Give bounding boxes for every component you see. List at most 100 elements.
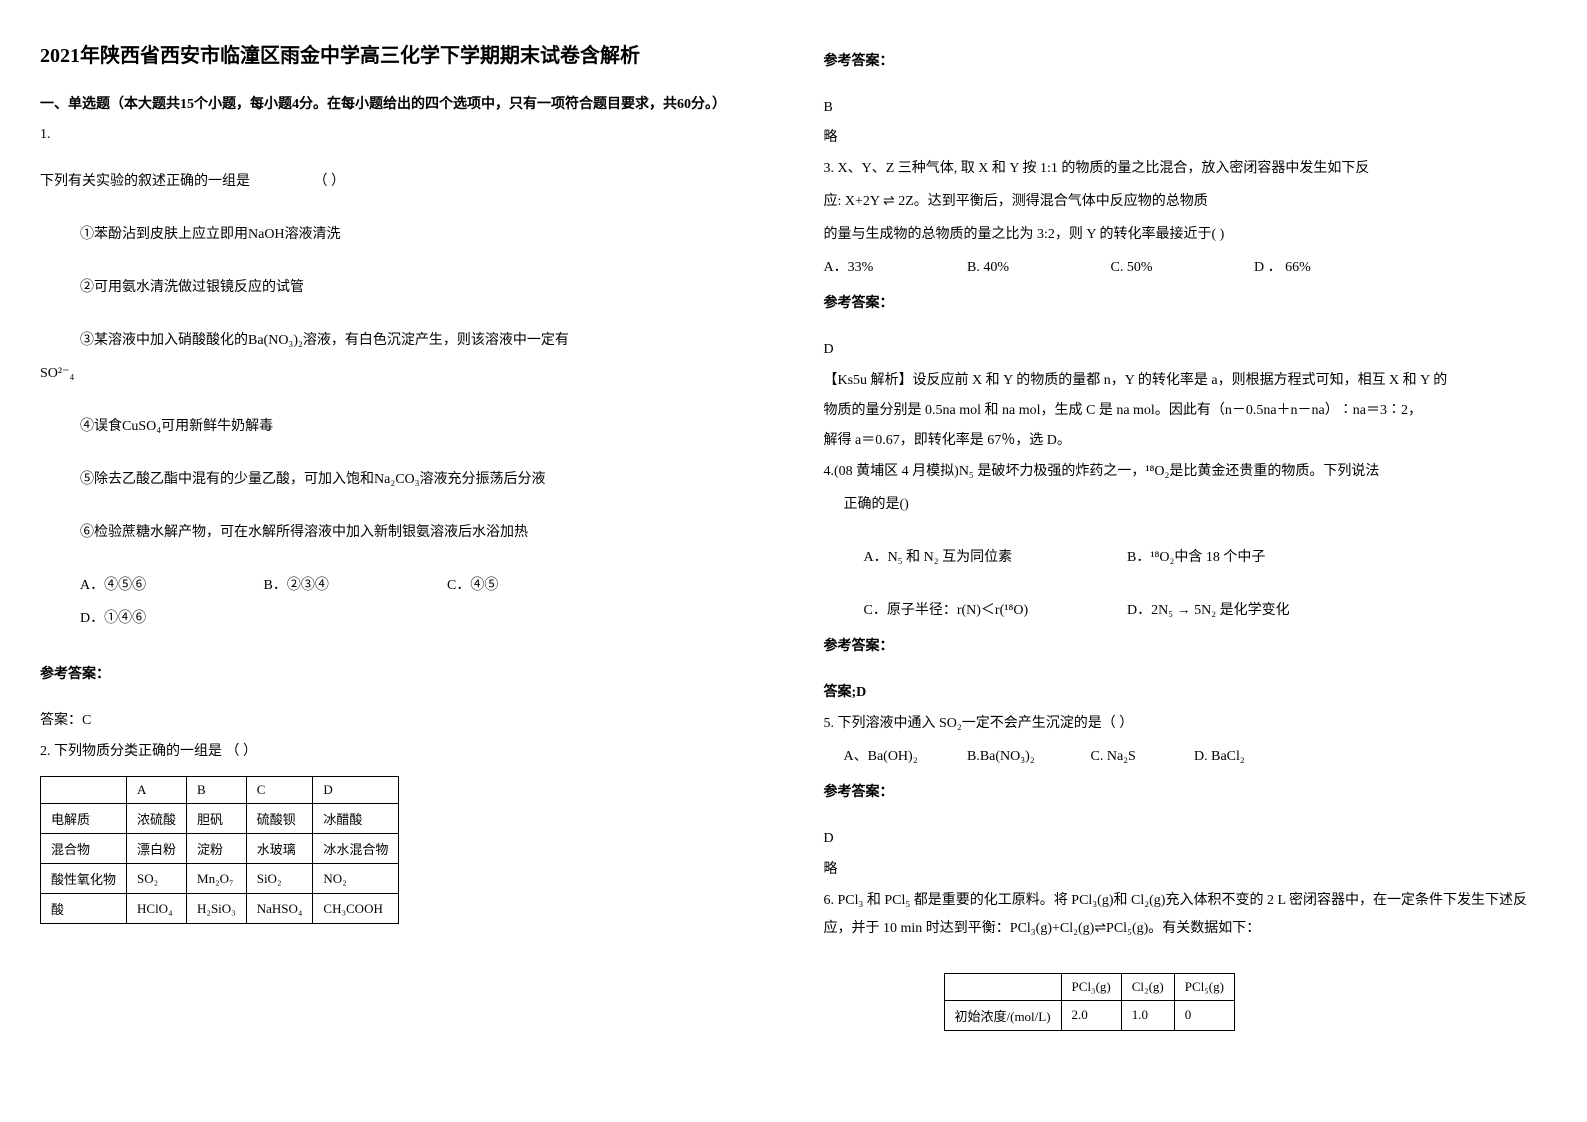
q3-opt-b: B. 40% bbox=[967, 254, 1107, 282]
cell: 1.0 bbox=[1121, 1000, 1174, 1030]
q1-answer: 答案：C bbox=[40, 708, 764, 733]
q1-opt-c: C．④⑤ bbox=[447, 572, 627, 600]
cell: 冰醋酸 bbox=[313, 804, 399, 834]
q3-text3: 的量与生成物的总物质的量之比为 3:2，则 Y 的转化率最接近于( ) bbox=[824, 221, 1548, 249]
q5-text: 5. 下列溶液中通入 SO₂一定不会产生沉淀的是（ ） bbox=[824, 710, 1548, 738]
right-column: 参考答案： B 略 3. X、Y、Z 三种气体, 取 X 和 Y 按 1:1 的… bbox=[824, 40, 1548, 1041]
cell: 2.0 bbox=[1061, 1000, 1121, 1030]
q1-item2: ②可用氨水清洗做过银镜反应的试管 bbox=[40, 274, 764, 302]
table-header-row: PCl₃(g) Cl₂(g) PCl₅(g) bbox=[944, 973, 1234, 1000]
q2-answer-label: 参考答案： bbox=[824, 50, 1548, 70]
q3-text2: 应: X+2Y ⇌ 2Z。达到平衡后，测得混合气体中反应物的总物质 bbox=[824, 188, 1548, 216]
th-pcl5: PCl₅(g) bbox=[1174, 973, 1234, 1000]
q4-text: 4.(08 黄埔区 4 月模拟)N₅ 是破坏力极强的炸药之一，¹⁸O₂是比黄金还… bbox=[824, 458, 1548, 486]
cell: 浓硫酸 bbox=[127, 804, 187, 834]
q1-item4: ④误食CuSO₄可用新鲜牛奶解毒 bbox=[40, 413, 764, 441]
q1-item3b: SO²⁻₄ bbox=[40, 360, 764, 388]
q6-text: 6. PCl₃ 和 PCl₅ 都是重要的化工原料。将 PCl₃(g)和 Cl₂(… bbox=[824, 887, 1548, 943]
cell: 漂白粉 bbox=[127, 834, 187, 864]
q4-opts-row1: A．N₅ 和 N₂ 互为同位素 B．¹⁸O₂中含 18 个中子 bbox=[824, 544, 1548, 572]
left-column: 2021年陕西省西安市临潼区雨金中学高三化学下学期期末试卷含解析 一、单选题（本… bbox=[40, 40, 764, 1041]
th-cl2: Cl₂(g) bbox=[1121, 973, 1174, 1000]
q1-item3: ③某溶液中加入硝酸酸化的Ba(NO₃)₂溶液，有白色沉淀产生，则该溶液中一定有 bbox=[40, 327, 764, 355]
table-row: 混合物 漂白粉 淀粉 水玻璃 冰水混合物 bbox=[41, 834, 399, 864]
q4-opts-row2: C．原子半径：r(N)＜r(¹⁸O) D．2N₅ → 5N₂ 是化学变化 bbox=[824, 597, 1548, 625]
q5-answer: D bbox=[824, 826, 1548, 851]
q5-opt-d: D. BaCl₂ bbox=[1194, 749, 1245, 764]
q4-opt-c: C．原子半径：r(N)＜r(¹⁸O) bbox=[864, 597, 1124, 625]
cell: 胆矾 bbox=[187, 804, 247, 834]
q1-paren: （ ） bbox=[314, 174, 346, 189]
th-a: A bbox=[127, 777, 187, 804]
q1-text: 下列有关实验的叙述正确的一组是 （ ） bbox=[40, 168, 764, 196]
cell: 混合物 bbox=[41, 834, 127, 864]
cell: 硫酸钡 bbox=[246, 804, 313, 834]
q1-item1: ①苯酚沾到皮肤上应立即用NaOH溶液清洗 bbox=[40, 221, 764, 249]
q3-opt-a: A．33% bbox=[824, 254, 964, 282]
q1-num: 1. bbox=[40, 127, 764, 143]
q3-options: A．33% B. 40% C. 50% D ． 66% bbox=[824, 254, 1548, 282]
table-row: 初始浓度/(mol/L) 2.0 1.0 0 bbox=[944, 1000, 1234, 1030]
q3-text: 3. X、Y、Z 三种气体, 取 X 和 Y 按 1:1 的物质的量之比混合，放… bbox=[824, 155, 1548, 183]
q2-brief: 略 bbox=[824, 125, 1548, 150]
q1-stem: 下列有关实验的叙述正确的一组是 bbox=[40, 174, 250, 189]
q5-opt-c: C. Na₂S bbox=[1091, 743, 1191, 771]
cell: 水玻璃 bbox=[246, 834, 313, 864]
cell: 0 bbox=[1174, 1000, 1234, 1030]
th-blank bbox=[944, 973, 1061, 1000]
cell: NO₂ bbox=[313, 864, 399, 894]
cell: CH₃COOH bbox=[313, 894, 399, 924]
q3-explain3: 解得 a＝0.67，即转化率是 67％，选 D。 bbox=[824, 428, 1548, 453]
q5-opt-a: A、Ba(OH)₂ bbox=[844, 743, 964, 771]
q6-table: PCl₃(g) Cl₂(g) PCl₅(g) 初始浓度/(mol/L) 2.0 … bbox=[944, 973, 1235, 1031]
th-d: D bbox=[313, 777, 399, 804]
table-row: 酸 HClO₄ H₂SiO₃ NaHSO₄ CH₃COOH bbox=[41, 894, 399, 924]
q3-opt-c: C. 50% bbox=[1111, 254, 1251, 282]
q5-opt-b: B.Ba(NO₃)₂ bbox=[967, 743, 1087, 771]
q3-answer-label: 参考答案： bbox=[824, 292, 1548, 312]
cell: 初始浓度/(mol/L) bbox=[944, 1000, 1061, 1030]
cell: HClO₄ bbox=[127, 894, 187, 924]
cell: 电解质 bbox=[41, 804, 127, 834]
cell: 酸性氧化物 bbox=[41, 864, 127, 894]
q3-answer: D bbox=[824, 337, 1548, 362]
q4-text2: 正确的是() bbox=[824, 491, 1548, 519]
cell: 酸 bbox=[41, 894, 127, 924]
q1-answer-label: 参考答案： bbox=[40, 663, 764, 683]
q3-explain1: 【Ks5u 解析】设反应前 X 和 Y 的物质的量都 n，Y 的转化率是 a，则… bbox=[824, 368, 1548, 393]
q2-answer: B bbox=[824, 95, 1548, 120]
q1-opt-a: A．④⑤⑥ bbox=[80, 572, 260, 600]
q1-opt-d: D．①④⑥ bbox=[40, 605, 764, 633]
q3-opt-d: D ． 66% bbox=[1254, 254, 1394, 282]
cell: 冰水混合物 bbox=[313, 834, 399, 864]
q4-answer: 答案;D bbox=[824, 680, 1548, 705]
q4-opt-b: B．¹⁸O₂中含 18 个中子 bbox=[1127, 550, 1265, 565]
cell: H₂SiO₃ bbox=[187, 894, 247, 924]
q4-opt-a: A．N₅ 和 N₂ 互为同位素 bbox=[864, 544, 1124, 572]
q5-options: A、Ba(OH)₂ B.Ba(NO₃)₂ C. Na₂S D. BaCl₂ bbox=[824, 743, 1548, 771]
cell: 淀粉 bbox=[187, 834, 247, 864]
cell: NaHSO₄ bbox=[246, 894, 313, 924]
cell: Mn₂O₇ bbox=[187, 864, 247, 894]
q5-answer-label: 参考答案： bbox=[824, 781, 1548, 801]
th-b: B bbox=[187, 777, 247, 804]
section-header: 一、单选题（本大题共15个小题，每小题4分。在每小题给出的四个选项中，只有一项符… bbox=[40, 92, 764, 117]
table-row: 电解质 浓硫酸 胆矾 硫酸钡 冰醋酸 bbox=[41, 804, 399, 834]
th-c: C bbox=[246, 777, 313, 804]
q5-brief: 略 bbox=[824, 857, 1548, 882]
th-blank bbox=[41, 777, 127, 804]
q1-opt-b: B．②③④ bbox=[264, 572, 444, 600]
table-row: 酸性氧化物 SO₂ Mn₂O₇ SiO₂ NO₂ bbox=[41, 864, 399, 894]
table-header-row: A B C D bbox=[41, 777, 399, 804]
q1-options-row1: A．④⑤⑥ B．②③④ C．④⑤ bbox=[40, 572, 764, 600]
q1-item5: ⑤除去乙酸乙酯中混有的少量乙酸，可加入饱和Na₂CO₃溶液充分振荡后分液 bbox=[40, 466, 764, 494]
exam-title: 2021年陕西省西安市临潼区雨金中学高三化学下学期期末试卷含解析 bbox=[40, 40, 764, 72]
q2-table: A B C D 电解质 浓硫酸 胆矾 硫酸钡 冰醋酸 混合物 漂白粉 淀粉 水玻… bbox=[40, 776, 399, 924]
q3-explain2: 物质的量分别是 0.5na mol 和 na mol，生成 C 是 na mol… bbox=[824, 398, 1548, 423]
q2-num: 2. 下列物质分类正确的一组是 （ ） bbox=[40, 738, 764, 766]
q4-answer-label: 参考答案： bbox=[824, 635, 1548, 655]
q4-opt-d: D．2N₅ → 5N₂ 是化学变化 bbox=[1127, 603, 1290, 618]
th-pcl3: PCl₃(g) bbox=[1061, 973, 1121, 1000]
q1-item6: ⑥检验蔗糖水解产物，可在水解所得溶液中加入新制银氨溶液后水浴加热 bbox=[40, 519, 764, 547]
cell: SiO₂ bbox=[246, 864, 313, 894]
